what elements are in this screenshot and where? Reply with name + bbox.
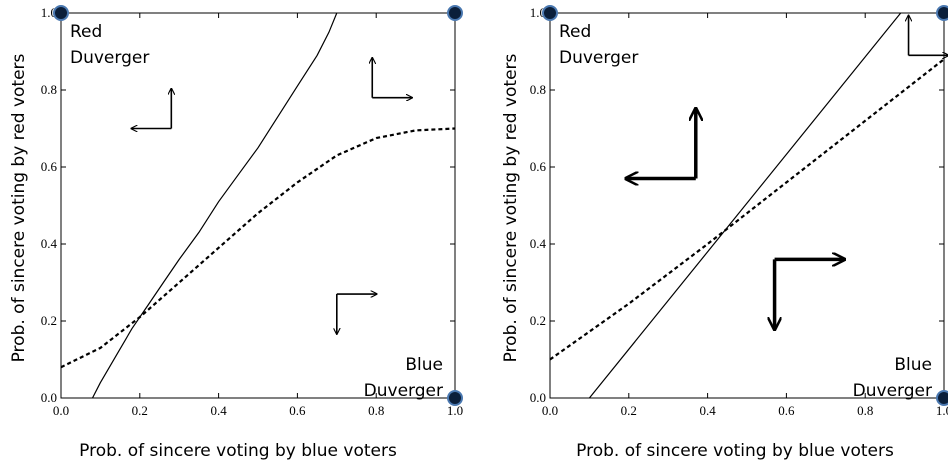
red-duverger-label: Duverger — [559, 48, 638, 68]
y-tick-label: 0.6 — [530, 159, 547, 174]
red-duverger-label: Duverger — [70, 48, 149, 68]
blue-duverger-label: Duverger — [853, 381, 932, 401]
blue-duverger-label: Blue — [894, 355, 932, 375]
equilibrium-point — [542, 5, 558, 21]
blue-duverger-label: Duverger — [364, 381, 443, 401]
x-tick-label: 0.0 — [542, 403, 558, 418]
y-tick-label: 1.0 — [530, 5, 546, 20]
y-tick-label: 0.4 — [41, 236, 58, 251]
solid-curve — [588, 12, 902, 399]
solid-curve — [91, 12, 338, 399]
blue-duverger-label: Blue — [405, 355, 443, 375]
y-tick-label: 0.0 — [530, 390, 546, 405]
y-tick-label: 0.0 — [41, 390, 57, 405]
x-tick-label: 0.6 — [778, 403, 795, 418]
red-duverger-label: Red — [70, 22, 102, 42]
left-chart-panel: 0.0 0.2 0.4 0.6 0.8 1.0 0.0 0.2 0.4 0.6 0.8 1.0 Prob… — [9, 5, 463, 461]
equilibrium-point — [447, 390, 463, 406]
x-tick-label: 1.0 — [447, 403, 463, 418]
dashed-curve — [549, 58, 945, 361]
x-tick-label: 0.4 — [210, 403, 227, 418]
y-tick-label: 1.0 — [41, 5, 57, 20]
dashed-curve — [60, 127, 456, 369]
equilibrium-point — [936, 390, 948, 406]
x-tick-label: 1.0 — [936, 403, 948, 418]
equilibrium-point — [936, 5, 948, 21]
y-tick-label: 0.4 — [530, 236, 547, 251]
x-axis-label: Prob. of sincere voting by blue voters — [576, 441, 894, 461]
y-tick-label: 0.8 — [530, 82, 546, 97]
y-axis-label: Prob. of sincere voting by red voters — [501, 53, 521, 362]
x-axis-label: Prob. of sincere voting by blue voters — [79, 441, 397, 461]
equilibrium-point — [53, 5, 69, 21]
x-tick-label: 0.4 — [699, 403, 716, 418]
y-tick-label: 0.2 — [41, 313, 57, 328]
y-tick-label: 0.2 — [530, 313, 546, 328]
x-tick-label: 0.8 — [857, 403, 873, 418]
right-chart-panel: 0.0 0.2 0.4 0.6 0.8 1.0 0.0 0.2 0.4 0.6 0.8 1.0 Prob… — [501, 5, 948, 461]
y-tick-label: 0.6 — [41, 159, 58, 174]
x-tick-label: 0.2 — [132, 403, 148, 418]
equilibrium-point — [447, 5, 463, 21]
plot-frame — [60, 12, 456, 399]
plot-frame — [549, 12, 945, 399]
x-tick-label: 0.2 — [621, 403, 637, 418]
y-axis-label: Prob. of sincere voting by red voters — [9, 53, 29, 362]
x-tick-label: 0.0 — [53, 403, 69, 418]
red-duverger-label: Red — [559, 22, 591, 42]
y-tick-label: 0.8 — [41, 82, 57, 97]
x-tick-label: 0.8 — [368, 403, 384, 418]
x-tick-label: 0.6 — [289, 403, 306, 418]
